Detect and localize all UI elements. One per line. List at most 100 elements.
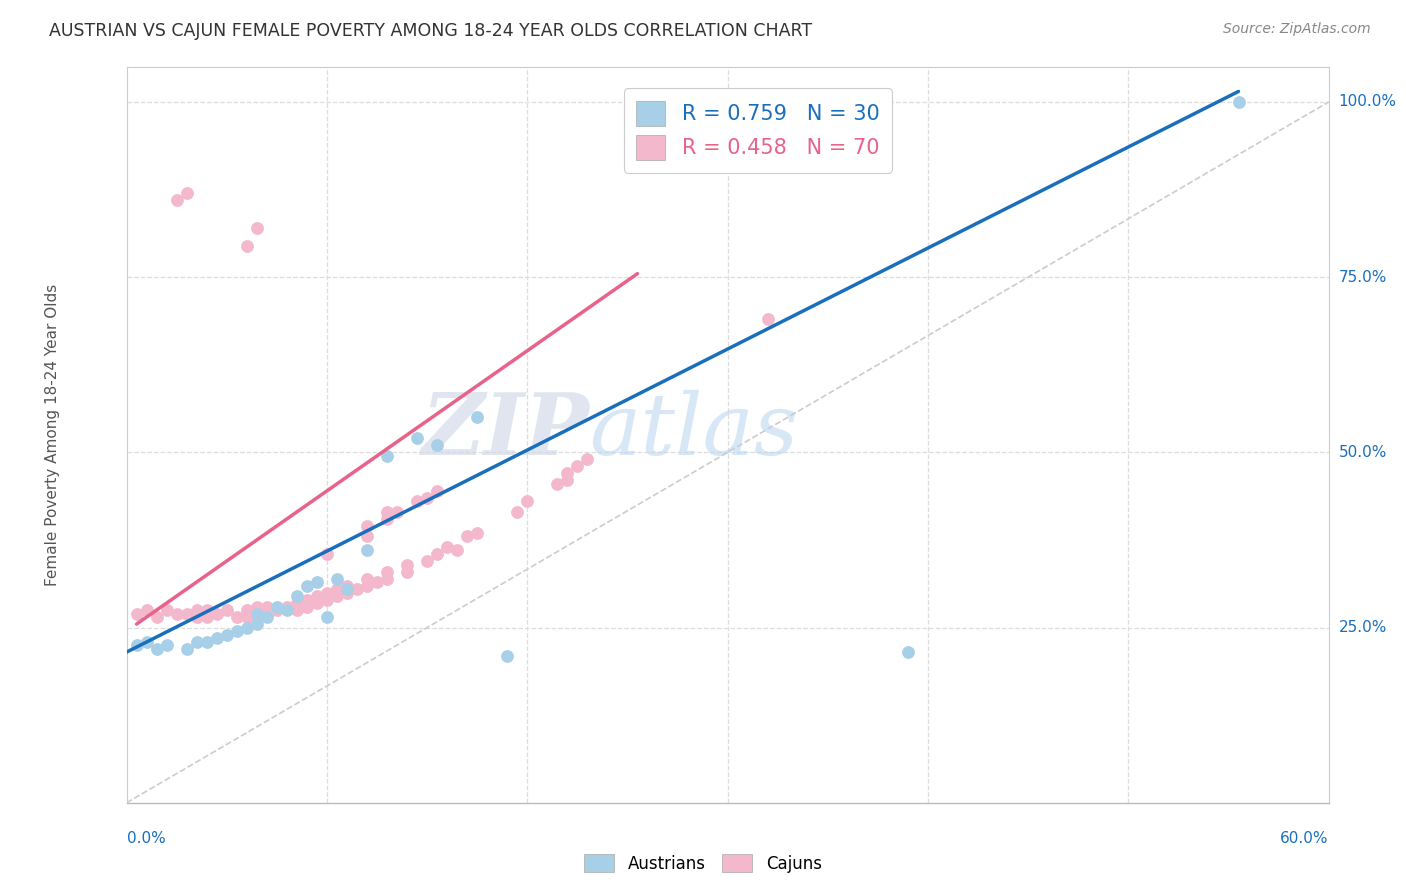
Point — [406, 431, 429, 445]
Point — [346, 582, 368, 596]
Point — [186, 603, 208, 617]
Point — [235, 238, 259, 252]
Point — [385, 505, 408, 519]
Point — [356, 572, 378, 586]
Point — [186, 634, 208, 648]
Point — [166, 193, 188, 207]
Point — [266, 603, 288, 617]
Point — [326, 589, 349, 603]
Point — [336, 578, 359, 592]
Point — [135, 634, 157, 648]
Point — [285, 603, 308, 617]
Point — [246, 599, 269, 614]
Text: Source: ZipAtlas.com: Source: ZipAtlas.com — [1223, 22, 1371, 37]
Point — [235, 603, 259, 617]
Point — [315, 585, 337, 599]
Point — [235, 610, 259, 624]
Point — [426, 438, 449, 452]
Point — [176, 186, 198, 200]
Point — [155, 603, 177, 617]
Text: AUSTRIAN VS CAJUN FEMALE POVERTY AMONG 18-24 YEAR OLDS CORRELATION CHART: AUSTRIAN VS CAJUN FEMALE POVERTY AMONG 1… — [49, 22, 813, 40]
Point — [295, 592, 318, 607]
Point — [375, 505, 398, 519]
Point — [456, 529, 478, 543]
Point — [246, 617, 269, 632]
Point — [195, 634, 218, 648]
Point — [305, 575, 328, 590]
Point — [276, 599, 298, 614]
Point — [406, 494, 429, 508]
Point — [246, 607, 269, 621]
Point — [246, 221, 269, 235]
Point — [205, 631, 228, 645]
Point — [366, 575, 388, 590]
Point — [375, 449, 398, 463]
Text: ZIP: ZIP — [422, 390, 589, 473]
Point — [305, 596, 328, 610]
Point — [356, 529, 378, 543]
Point — [446, 543, 468, 558]
Point — [285, 596, 308, 610]
Point — [315, 610, 337, 624]
Point — [747, 95, 769, 109]
Point — [375, 512, 398, 526]
Legend: R = 0.759   N = 30, R = 0.458   N = 70: R = 0.759 N = 30, R = 0.458 N = 70 — [624, 88, 893, 172]
Point — [356, 519, 378, 533]
Text: 60.0%: 60.0% — [1281, 830, 1329, 846]
Point — [215, 603, 238, 617]
Point — [276, 603, 298, 617]
Point — [246, 607, 269, 621]
Point — [396, 558, 419, 572]
Point — [135, 603, 157, 617]
Point — [205, 607, 228, 621]
Point — [225, 624, 247, 639]
Point — [897, 645, 920, 659]
Point — [145, 641, 167, 656]
Point — [166, 607, 188, 621]
Point — [315, 547, 337, 561]
Point — [416, 491, 439, 505]
Text: 0.0%: 0.0% — [127, 830, 166, 846]
Point — [426, 547, 449, 561]
Point — [256, 599, 278, 614]
Point — [195, 610, 218, 624]
Text: 75.0%: 75.0% — [1339, 269, 1386, 285]
Legend: Austrians, Cajuns: Austrians, Cajuns — [578, 847, 828, 880]
Point — [285, 589, 308, 603]
Point — [356, 543, 378, 558]
Point — [315, 592, 337, 607]
Point — [576, 452, 599, 467]
Point — [546, 477, 568, 491]
Point — [436, 540, 458, 554]
Point — [256, 610, 278, 624]
Point — [496, 648, 519, 663]
Point — [326, 572, 349, 586]
Point — [737, 95, 759, 109]
Point — [465, 526, 488, 541]
Point — [506, 505, 529, 519]
Point — [516, 494, 538, 508]
Point — [356, 578, 378, 592]
Point — [145, 610, 167, 624]
Point — [176, 641, 198, 656]
Point — [176, 607, 198, 621]
Point — [235, 621, 259, 635]
Point — [125, 638, 148, 652]
Point — [155, 638, 177, 652]
Text: 25.0%: 25.0% — [1339, 620, 1386, 635]
Point — [567, 459, 589, 474]
Text: Female Poverty Among 18-24 Year Olds: Female Poverty Among 18-24 Year Olds — [45, 284, 59, 586]
Point — [375, 572, 398, 586]
Point — [266, 599, 288, 614]
Point — [465, 410, 488, 425]
Text: 50.0%: 50.0% — [1339, 445, 1386, 460]
Point — [186, 610, 208, 624]
Point — [195, 603, 218, 617]
Point — [1227, 95, 1250, 109]
Text: atlas: atlas — [589, 390, 799, 473]
Point — [326, 582, 349, 596]
Point — [225, 610, 247, 624]
Point — [336, 585, 359, 599]
Point — [396, 565, 419, 579]
Point — [256, 607, 278, 621]
